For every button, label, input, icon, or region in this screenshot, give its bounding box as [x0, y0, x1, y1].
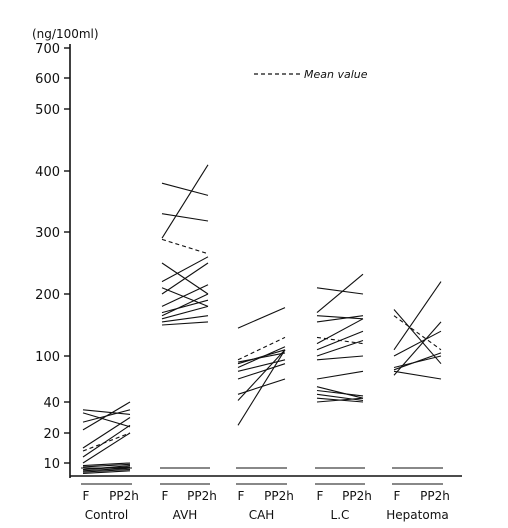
mean-line: [161, 238, 209, 255]
subject-line: [316, 397, 364, 403]
subject-line: [316, 318, 364, 345]
subject-line: [161, 284, 209, 307]
x-category-label: Control: [85, 508, 128, 522]
x-sub-label-f: F: [83, 489, 90, 503]
x-sub-label-pp2h: PP2h: [109, 489, 139, 503]
subject-line: [82, 470, 131, 474]
subject-line: [237, 349, 286, 426]
subject-line: [393, 330, 442, 357]
subject-line: [161, 256, 209, 283]
x-sub-label-f: F: [317, 489, 324, 503]
subject-line: [393, 309, 442, 365]
y-tick-label: 700: [35, 42, 60, 57]
subject-line: [316, 355, 364, 361]
subject-line: [82, 401, 131, 431]
subject-line: [316, 315, 364, 323]
subject-line: [82, 412, 131, 428]
subject-line: [82, 467, 131, 472]
subject-line: [316, 339, 364, 357]
subject-line: [316, 370, 364, 380]
x-sub-label-pp2h: PP2h: [264, 489, 294, 503]
subject-line: [82, 409, 131, 415]
subject-line: [82, 417, 131, 449]
subject-line: [161, 321, 209, 326]
subject-line: [316, 386, 364, 399]
subject-line: [161, 287, 209, 307]
mean-line: [316, 336, 364, 345]
series-lines: [82, 164, 442, 474]
subject-line: [161, 262, 209, 295]
series-group-control: [82, 401, 131, 474]
y-tick-label: 300: [35, 226, 60, 241]
y-tick-label: 400: [35, 165, 60, 180]
y-tick-label: 600: [35, 72, 60, 87]
series-group-l-c: [316, 273, 364, 403]
subject-line: [316, 389, 364, 397]
x-sub-label-f: F: [394, 489, 401, 503]
subject-line: [316, 393, 364, 402]
subject-line: [82, 432, 131, 464]
mean-line: [393, 315, 442, 351]
legend-label: Mean value: [304, 68, 368, 81]
y-tick-label: 500: [35, 103, 60, 118]
subject-line: [161, 182, 209, 196]
y-axis-unit-label: (ng/100ml): [32, 27, 99, 41]
subject-line: [161, 315, 209, 323]
mean-line: [237, 336, 286, 361]
subject-line: [82, 468, 131, 473]
mean-line: [82, 432, 131, 452]
subject-line: [393, 370, 442, 380]
subject-line: [237, 346, 286, 369]
x-sub-label-pp2h: PP2h: [342, 489, 372, 503]
y-axis: 10 20 40 100 200 300 400 500 600 700: [35, 42, 71, 478]
subject-line: [316, 273, 364, 314]
subject-line: [82, 465, 131, 471]
subject-line: [161, 293, 209, 317]
series-group-cah: [237, 307, 286, 426]
subject-line: [316, 315, 364, 320]
subject-line: [82, 462, 131, 467]
x-sub-label-pp2h: PP2h: [420, 489, 450, 503]
series-group-hepatoma: [393, 281, 442, 380]
subject-line: [82, 463, 131, 468]
subject-line: [316, 287, 364, 295]
x-category-label: CAH: [249, 508, 275, 522]
x-axis: F PP2h Control F PP2h AVH F PP2h CAH F PP2h L.C F PP2…: [70, 467, 462, 522]
legend: Mean value: [254, 68, 368, 81]
x-sub-label-pp2h: PP2h: [187, 489, 217, 503]
subject-line: [82, 424, 131, 458]
x-sub-label-f: F: [238, 489, 245, 503]
subject-line: [161, 299, 209, 314]
x-sub-label-f: F: [162, 489, 169, 503]
series-group-avh: [161, 164, 209, 326]
subject-line: [393, 281, 442, 351]
y-tick-label: 10: [43, 457, 60, 472]
subject-line: [237, 349, 286, 401]
y-tick-label: 40: [43, 396, 60, 411]
subject-line: [161, 164, 209, 239]
x-category-label: AVH: [173, 508, 198, 522]
x-category-label: L.C: [331, 508, 350, 522]
subject-line: [393, 321, 442, 376]
x-category-label: Hepatoma: [386, 508, 448, 522]
subject-line: [161, 305, 209, 320]
subject-line: [237, 307, 286, 329]
subject-line: [237, 363, 286, 380]
subject-line: [161, 213, 209, 222]
y-tick-label: 100: [35, 350, 60, 365]
y-tick-label: 20: [43, 427, 60, 442]
y-tick-label: 200: [35, 288, 60, 303]
